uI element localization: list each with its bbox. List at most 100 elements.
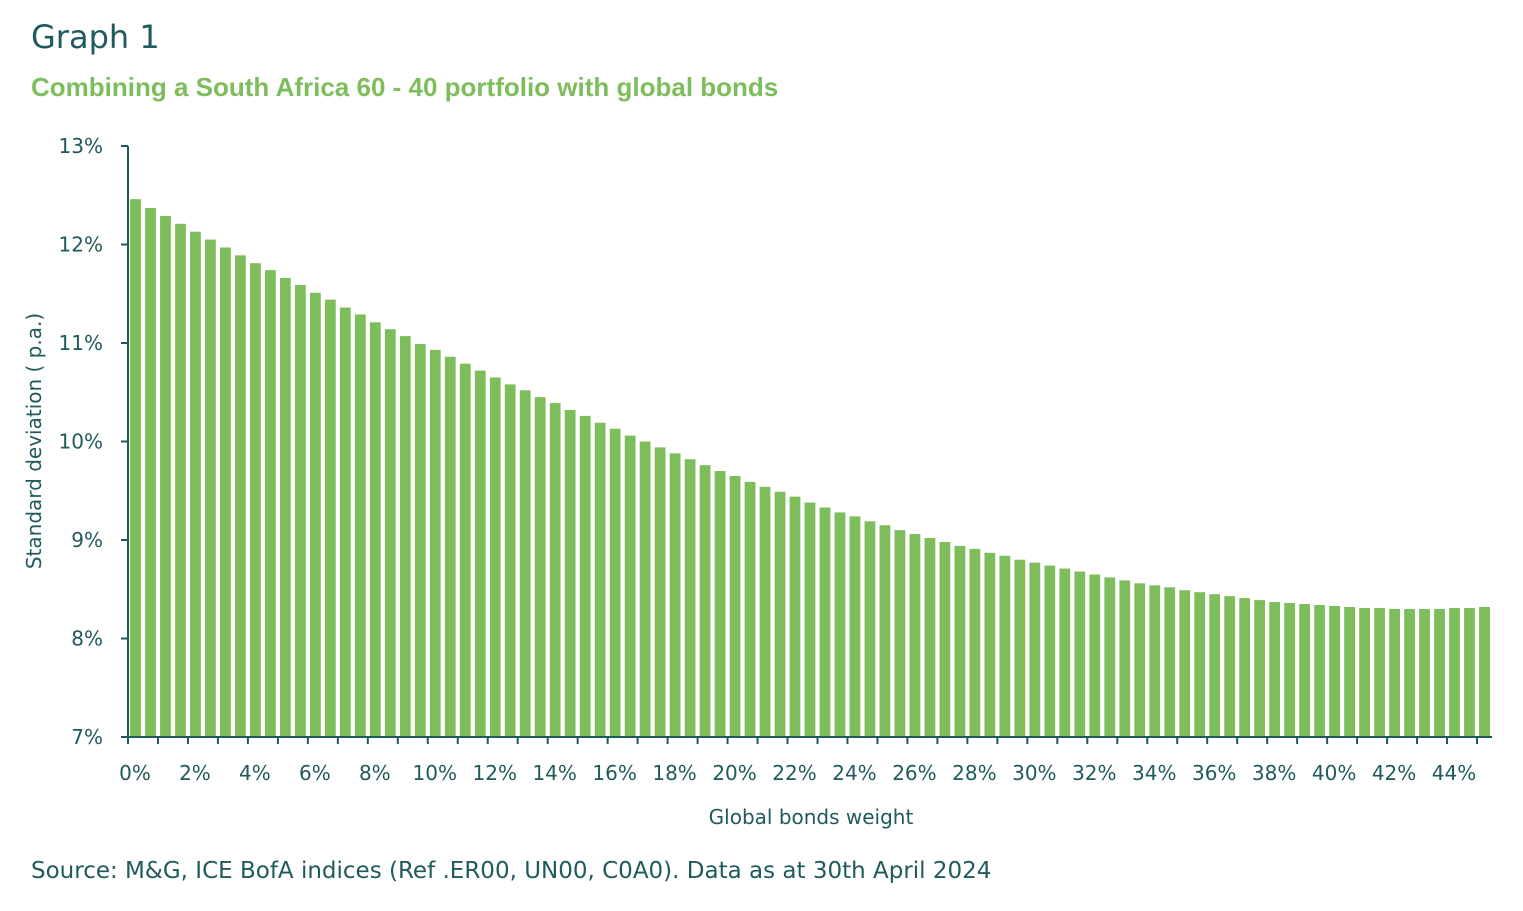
bar-63: [1074, 571, 1086, 737]
bar-18: [399, 336, 411, 737]
bar-2: [160, 215, 171, 737]
bar-24: [489, 377, 501, 737]
bar-81: [1344, 606, 1355, 737]
bar-68: [1149, 585, 1161, 737]
bar-35: [654, 447, 666, 737]
bar-41: [744, 481, 756, 737]
bar-82: [1359, 607, 1370, 737]
y-axis-title: Standard deviation ( p.a.): [22, 313, 46, 569]
bar-56: [969, 548, 981, 737]
x-tick-label: 32%: [1072, 761, 1116, 785]
bar-10: [279, 277, 291, 737]
bar-25: [504, 384, 516, 737]
bar-33: [624, 435, 636, 737]
bar-20: [429, 349, 441, 737]
x-axis: 0% 2% 4% 6% 8% 10% 12% 14% 16% 18% 20% 22% 24% 26% 28%…: [119, 736, 1492, 785]
bar-9: [265, 270, 276, 737]
bar-57: [984, 552, 996, 737]
graph-heading: Graph 1: [31, 18, 160, 56]
bar-5: [205, 239, 216, 737]
bar-15: [354, 314, 366, 737]
y-tick-label: 9%: [71, 528, 103, 552]
x-tick-label: 0%: [119, 761, 151, 785]
bar-77: [1284, 603, 1296, 737]
bar-12: [309, 292, 321, 737]
bar-37: [684, 459, 696, 737]
x-tick-label: 28%: [952, 761, 996, 785]
x-tick-label: 18%: [652, 761, 696, 785]
x-axis-title: Global bonds weight: [709, 805, 914, 829]
bar-1: [145, 208, 156, 737]
bar-75: [1254, 600, 1266, 737]
bar-48: [849, 516, 861, 737]
bar-44: [789, 496, 801, 737]
bar-22: [459, 363, 471, 737]
x-tick-label: 2%: [179, 761, 211, 785]
y-tick-label: 11%: [59, 331, 103, 355]
bar-51: [894, 530, 906, 737]
bar-60: [1029, 562, 1041, 737]
bar-65: [1104, 577, 1116, 737]
x-tick-label: 42%: [1372, 761, 1416, 785]
y-tick-label: 7%: [71, 725, 103, 749]
bar-89: [1464, 607, 1475, 737]
bar-62: [1059, 568, 1071, 737]
bar-49: [864, 521, 876, 737]
bar-79: [1314, 605, 1326, 737]
bar-88: [1449, 607, 1460, 737]
bar-72: [1209, 594, 1221, 737]
bar-54: [939, 541, 951, 737]
bar-28: [549, 403, 561, 737]
bar-70: [1179, 590, 1191, 737]
x-tick-label: 40%: [1312, 761, 1356, 785]
bar-0: [130, 199, 141, 737]
chart-title: Combining a South Africa 60 - 40 portfol…: [31, 72, 779, 102]
y-tick-label: 13%: [59, 134, 103, 158]
x-tick-label: 38%: [1252, 761, 1296, 785]
bar-19: [414, 343, 426, 737]
y-tick-label: 10%: [59, 430, 103, 454]
bar-39: [714, 471, 726, 737]
bar-83: [1374, 607, 1385, 737]
bar-26: [519, 390, 531, 737]
bar-87: [1434, 608, 1445, 737]
bar-66: [1119, 580, 1131, 737]
bar-85: [1404, 608, 1415, 737]
x-tick-label: 20%: [712, 761, 756, 785]
bar-50: [879, 525, 891, 737]
bar-61: [1044, 565, 1056, 737]
x-tick-label: 44%: [1432, 761, 1476, 785]
bar-45: [804, 502, 816, 737]
bar-86: [1419, 608, 1430, 737]
bar-40: [729, 475, 741, 737]
bar-43: [774, 491, 786, 737]
bars-group: [130, 199, 1490, 737]
y-tick-label: 12%: [59, 233, 103, 257]
x-tick-label: 26%: [892, 761, 936, 785]
x-tick-label: 8%: [359, 761, 391, 785]
bar-84: [1389, 608, 1400, 737]
bar-3: [175, 223, 186, 737]
bar-90: [1479, 606, 1490, 737]
bar-32: [609, 428, 621, 737]
bar-chart: 7% 8% 9% 10% 11% 12% 13% 0% 2% 4% 6% 8% 10% 12% 14% 16…: [22, 134, 1492, 829]
x-tick-label: 36%: [1192, 761, 1236, 785]
y-axis: 7% 8% 9% 10% 11% 12% 13%: [59, 134, 129, 749]
bar-4: [190, 231, 201, 737]
bar-46: [819, 507, 831, 737]
bar-69: [1164, 587, 1176, 737]
bar-71: [1194, 592, 1206, 737]
bar-23: [474, 370, 486, 737]
bar-31: [594, 422, 606, 737]
x-tick-label: 30%: [1012, 761, 1056, 785]
bar-8: [250, 263, 261, 737]
bar-52: [909, 534, 921, 737]
bar-55: [954, 545, 966, 737]
bar-36: [669, 453, 681, 737]
bar-6: [220, 247, 231, 737]
bar-34: [639, 441, 651, 737]
x-tick-label: 16%: [592, 761, 636, 785]
bar-47: [834, 512, 846, 737]
bar-67: [1134, 583, 1146, 737]
bar-17: [384, 329, 396, 737]
